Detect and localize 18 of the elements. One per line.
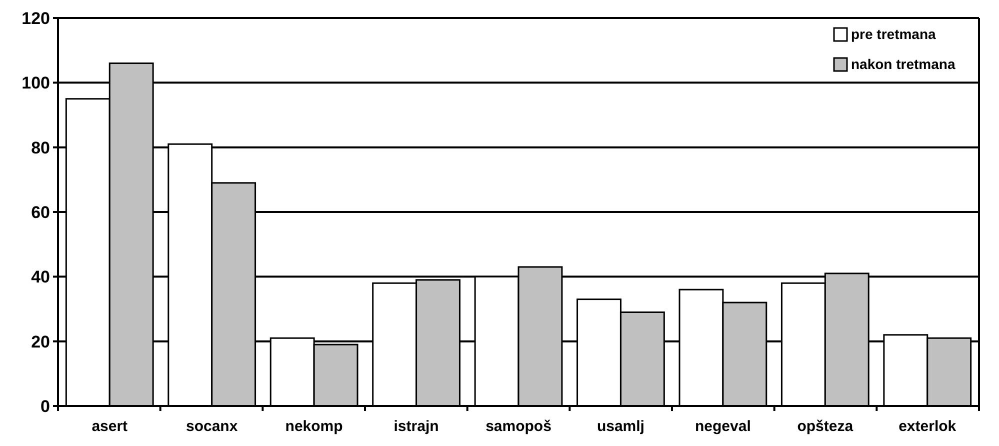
y-tick-label: 60 xyxy=(31,202,50,222)
y-tick-label: 20 xyxy=(31,332,50,352)
x-tick-label: samopoš xyxy=(486,418,552,435)
x-tick-label: usamlj xyxy=(596,418,644,435)
y-tick-label: 100 xyxy=(22,74,50,93)
x-tick-label: exterlok xyxy=(898,418,957,435)
x-tick-label: socanx xyxy=(186,418,238,435)
y-tick-label: 80 xyxy=(31,138,50,158)
x-tick-label: negeval xyxy=(695,418,751,435)
y-tick-label: 0 xyxy=(40,396,50,416)
legend-label: nakon tretmana xyxy=(851,56,956,72)
legend-label: pre tretmana xyxy=(851,26,936,42)
x-tick-label: istrajn xyxy=(394,418,439,435)
x-tick-label: opšteza xyxy=(797,418,854,435)
x-tick-label: nekomp xyxy=(285,418,343,435)
y-tick-label: 120 xyxy=(22,8,50,28)
x-tick-label: asert xyxy=(92,418,128,435)
y-tick-label: 40 xyxy=(31,268,50,287)
